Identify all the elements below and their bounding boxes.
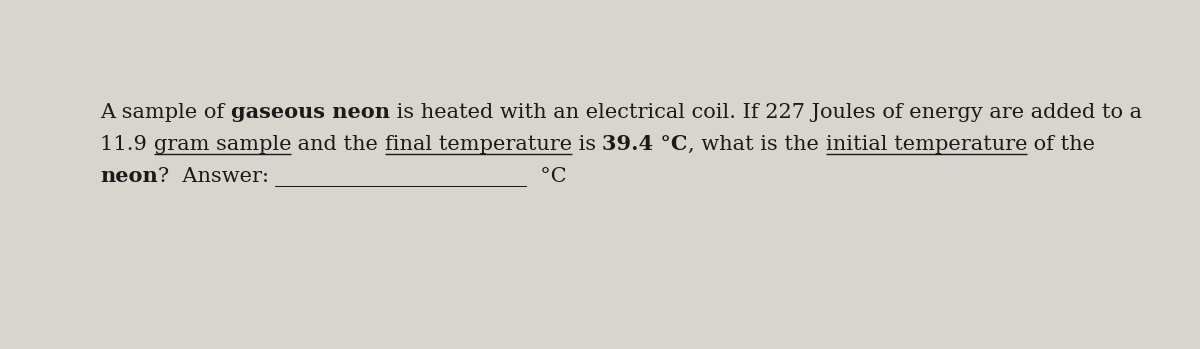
Text: of the: of the [1027, 135, 1096, 154]
Text: final temperature: final temperature [385, 135, 571, 154]
Text: ________________________: ________________________ [275, 168, 527, 187]
Text: is: is [571, 135, 602, 154]
Text: gaseous neon: gaseous neon [230, 102, 390, 122]
Text: neon: neon [100, 166, 157, 186]
Text: gram sample: gram sample [154, 135, 292, 154]
Text: , what is the: , what is the [688, 135, 826, 154]
Text: A sample of: A sample of [100, 103, 230, 122]
Text: ?  Answer:: ? Answer: [157, 167, 275, 186]
Text: initial temperature: initial temperature [826, 135, 1027, 154]
Text: 39.4 °C: 39.4 °C [602, 134, 688, 154]
Text: 11.9: 11.9 [100, 135, 154, 154]
Text: is heated with an electrical coil. If 227 Joules of energy are added to a: is heated with an electrical coil. If 22… [390, 103, 1141, 122]
Text: and the: and the [292, 135, 385, 154]
Text: °C: °C [527, 167, 568, 186]
